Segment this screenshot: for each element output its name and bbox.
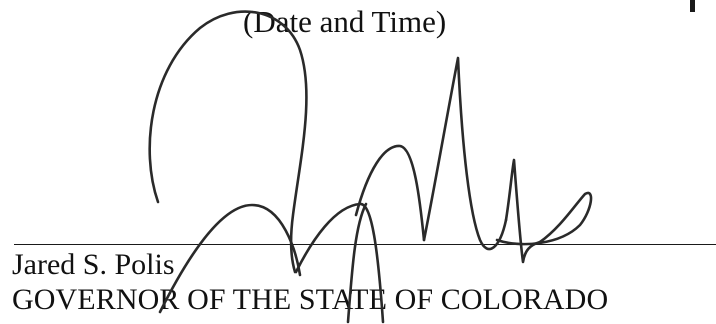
signatory-title: GOVERNOR OF THE STATE OF COLORADO <box>12 283 609 316</box>
signature-stroke-tail <box>495 191 593 246</box>
signature-line <box>14 244 716 245</box>
signature-stroke-loop <box>148 10 308 274</box>
signature-stroke-spike <box>422 56 508 251</box>
edge-mark <box>690 0 695 12</box>
signatory-name: Jared S. Polis <box>12 248 175 281</box>
signature-stroke-hump <box>354 144 426 242</box>
date-time-label: (Date and Time) <box>243 4 447 39</box>
signature-stroke-spike2 <box>504 158 542 264</box>
